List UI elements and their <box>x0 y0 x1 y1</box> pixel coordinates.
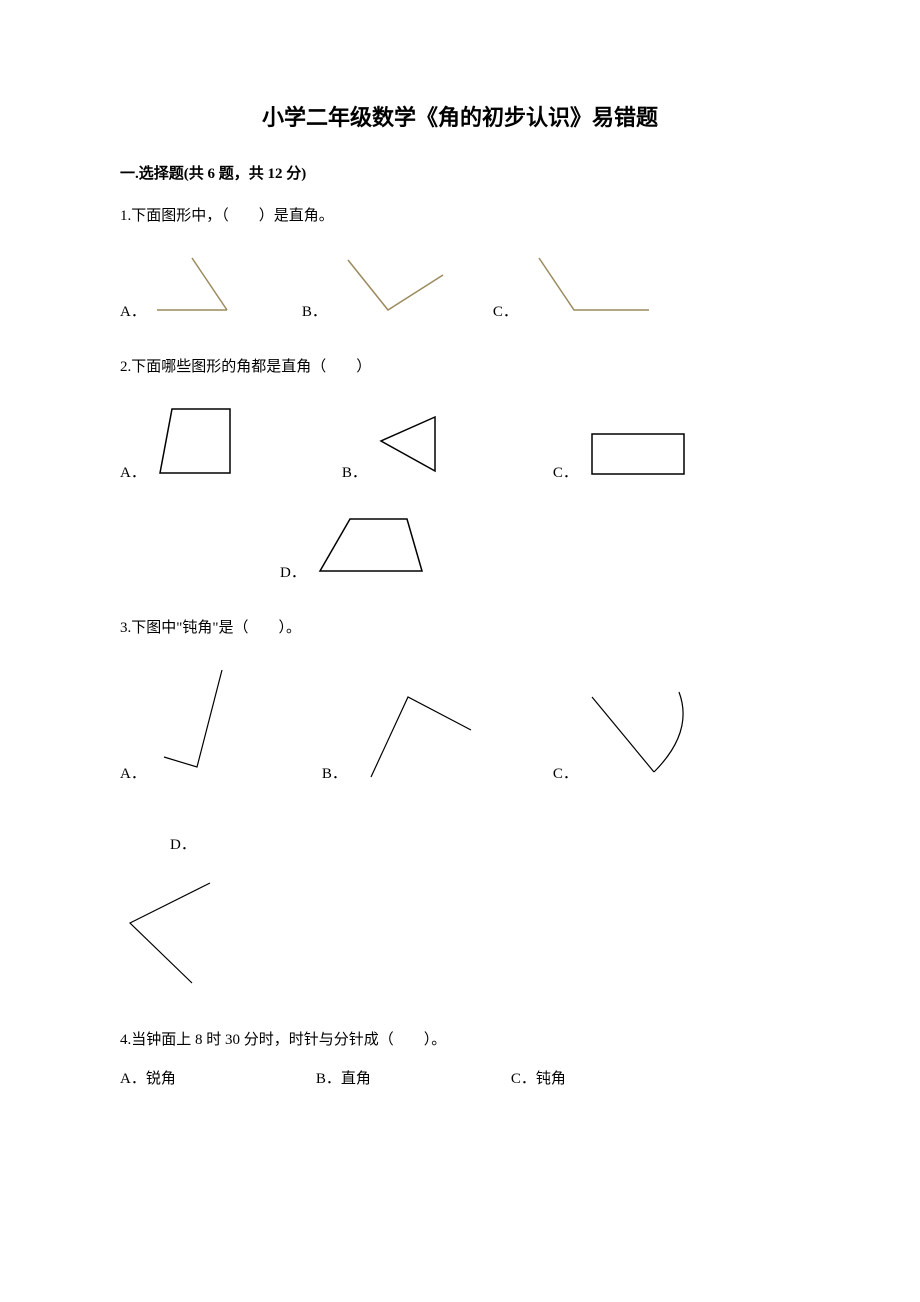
q2-a-label: A． <box>120 460 146 491</box>
q3-options-row2 <box>120 873 800 1003</box>
q2-option-d: D． <box>280 511 432 591</box>
q3-a-label: A． <box>120 761 146 792</box>
q2-d-label: D． <box>280 560 306 591</box>
question-1: 1.下面图形中，（ ）是直角。 A． B． C． <box>120 203 800 330</box>
q2-option-c: C． <box>553 426 694 491</box>
q3-d-label: D． <box>170 832 196 863</box>
q2-text: 2.下面哪些图形的角都是直角（ ） <box>120 354 800 381</box>
q3-b-figure <box>353 682 483 792</box>
q3-options-row1: A． B． C． D． <box>120 662 800 863</box>
q1-option-b: B． <box>302 250 453 330</box>
section-header: 一.选择题(共 6 题，共 12 分) <box>120 162 800 183</box>
q1-c-figure <box>524 250 654 330</box>
q4-options: A．锐角 B．直角 C．钝角 <box>120 1066 800 1093</box>
q3-d-figure <box>120 873 230 1003</box>
q1-b-label: B． <box>302 299 327 330</box>
q2-option-a: A． <box>120 401 242 491</box>
q1-a-figure <box>152 250 262 330</box>
page-title: 小学二年级数学《角的初步认识》易错题 <box>120 100 800 132</box>
q3-b-label: B． <box>322 761 347 792</box>
q3-c-label: C． <box>553 761 578 792</box>
q2-options-row1: A． B． C． <box>120 401 800 491</box>
q1-option-a: A． <box>120 250 262 330</box>
q3-option-b: B． <box>322 682 483 792</box>
q1-option-c: C． <box>493 250 654 330</box>
q2-c-label: C． <box>553 460 578 491</box>
q4-option-a: A．锐角 <box>120 1066 176 1093</box>
q1-b-figure <box>333 250 453 330</box>
question-3: 3.下图中"钝角"是（ ）。 A． B． C． D． <box>120 615 800 1003</box>
q2-options-row2: D． <box>280 511 800 591</box>
q3-text: 3.下图中"钝角"是（ ）。 <box>120 615 800 642</box>
q4-text: 4.当钟面上 8 时 30 分时，时针与分针成（ ）。 <box>120 1027 800 1054</box>
q1-options: A． B． C． <box>120 250 800 330</box>
q2-c-figure <box>584 426 694 491</box>
q4-option-b: B．直角 <box>316 1066 371 1093</box>
question-4: 4.当钟面上 8 时 30 分时，时针与分针成（ ）。 A．锐角 B．直角 C．… <box>120 1027 800 1093</box>
q1-c-label: C． <box>493 299 518 330</box>
q3-option-d-label-only: D． <box>170 832 196 863</box>
q2-d-figure <box>312 511 432 591</box>
q1-text: 1.下面图形中，（ ）是直角。 <box>120 203 800 230</box>
q2-b-figure <box>373 411 453 491</box>
q1-a-label: A． <box>120 299 146 330</box>
q4-option-c: C．钝角 <box>511 1066 566 1093</box>
q2-option-b: B． <box>342 411 453 491</box>
q3-c-figure <box>584 682 694 792</box>
q3-option-a: A． <box>120 662 252 792</box>
q3-option-c: C． <box>553 682 694 792</box>
question-2: 2.下面哪些图形的角都是直角（ ） A． B． C． D． <box>120 354 800 591</box>
q2-b-label: B． <box>342 460 367 491</box>
q3-a-figure <box>152 662 252 792</box>
q2-a-figure <box>152 401 242 491</box>
